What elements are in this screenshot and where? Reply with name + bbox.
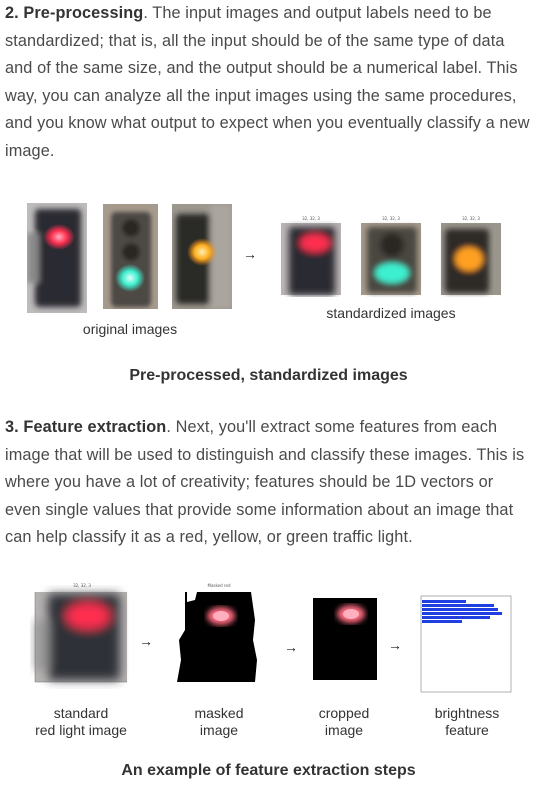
label-standardized-images: standardized images [326, 305, 456, 321]
section-2-title: 2. Pre-processing [5, 4, 144, 22]
masked-image: Masked red [173, 583, 263, 682]
arrow-icon: → [388, 637, 402, 653]
arrow-icon: → [284, 639, 298, 655]
arrow-icon: → [243, 246, 257, 262]
figure-2-caption: An example of feature extraction steps [121, 762, 416, 779]
label-brightness-feature: brightness feature [417, 705, 517, 739]
standardized-image-green: 32, 32, 3 [361, 216, 421, 295]
label-line: masked [194, 705, 244, 721]
label-standard-red-light: standard red light image [21, 705, 141, 739]
standardized-image-red: 32, 32, 3 [281, 216, 341, 295]
fig2-std-title: 32, 32, 3 [73, 583, 91, 588]
brightness-bar [422, 604, 494, 607]
brightness-bar [422, 608, 498, 611]
section-3-title: 3. Feature extraction [5, 418, 167, 436]
brightness-bar [422, 600, 466, 603]
std-title-1: 32, 32, 3 [302, 216, 320, 221]
label-line: image [199, 722, 239, 738]
label-line: image [324, 722, 364, 738]
label-masked-image: masked image [169, 705, 269, 739]
label-line: feature [445, 722, 489, 738]
section-3-paragraph: 3. Feature extraction. Next, you'll extr… [5, 414, 532, 552]
fig2-masked-title: Masked red [208, 583, 231, 588]
section-3-body: . Next, you'll extract some features fro… [5, 418, 525, 546]
original-image-red [27, 203, 87, 313]
section-2-body: . The input images and output labels nee… [5, 4, 530, 160]
original-image-yellow [172, 204, 232, 309]
arrow-icon: → [139, 633, 153, 649]
section-2-paragraph: 2. Pre-processing. The input images and … [5, 0, 532, 165]
standardized-image-yellow: 32, 32, 3 [441, 216, 501, 295]
standard-red-light-image: 32, 32, 3 [34, 583, 127, 683]
label-line: red light image [35, 722, 127, 738]
std-title-3: 32, 32, 3 [462, 216, 480, 221]
label-line: standard [53, 705, 109, 721]
brightness-feature-chart [420, 595, 512, 693]
figure-1-caption: Pre-processed, standardized images [129, 367, 408, 384]
std-title-2: 32, 32, 3 [382, 216, 400, 221]
cropped-image [313, 598, 377, 680]
original-image-green [103, 204, 158, 309]
label-line: cropped [318, 705, 370, 721]
brightness-bar [422, 616, 490, 619]
brightness-bar [422, 620, 462, 623]
brightness-bar [422, 612, 502, 615]
label-line: brightness [434, 705, 500, 721]
label-original-images: original images [82, 321, 178, 337]
label-cropped-image: cropped image [294, 705, 394, 739]
